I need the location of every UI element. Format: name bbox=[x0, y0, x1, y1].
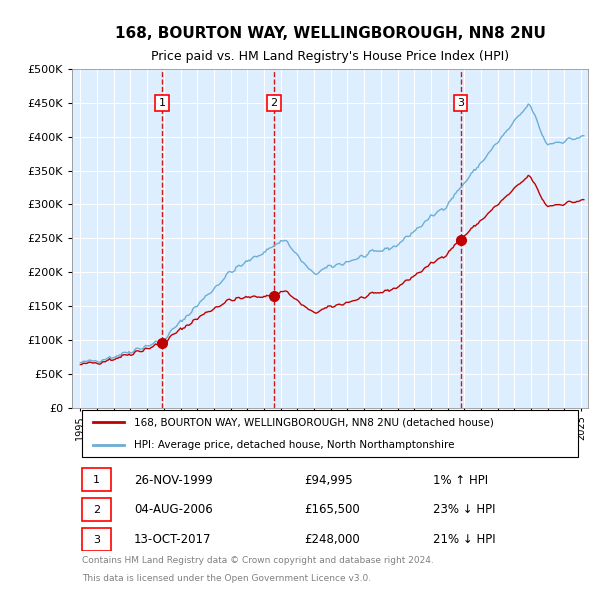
FancyBboxPatch shape bbox=[82, 410, 578, 457]
Text: £165,500: £165,500 bbox=[304, 503, 360, 516]
Text: 3: 3 bbox=[93, 535, 100, 545]
Text: 1: 1 bbox=[93, 475, 100, 485]
Text: 168, BOURTON WAY, WELLINGBOROUGH, NN8 2NU (detached house): 168, BOURTON WAY, WELLINGBOROUGH, NN8 2N… bbox=[134, 417, 494, 427]
Text: Contains HM Land Registry data © Crown copyright and database right 2024.: Contains HM Land Registry data © Crown c… bbox=[82, 556, 434, 565]
Text: 04-AUG-2006: 04-AUG-2006 bbox=[134, 503, 212, 516]
Text: 3: 3 bbox=[457, 98, 464, 108]
Text: 2: 2 bbox=[270, 98, 277, 108]
Text: 1% ↑ HPI: 1% ↑ HPI bbox=[433, 474, 488, 487]
FancyBboxPatch shape bbox=[82, 528, 110, 550]
FancyBboxPatch shape bbox=[82, 468, 110, 491]
Text: £94,995: £94,995 bbox=[304, 474, 353, 487]
Text: 1: 1 bbox=[158, 98, 166, 108]
Text: Price paid vs. HM Land Registry's House Price Index (HPI): Price paid vs. HM Land Registry's House … bbox=[151, 50, 509, 63]
Text: HPI: Average price, detached house, North Northamptonshire: HPI: Average price, detached house, Nort… bbox=[134, 440, 454, 450]
Text: This data is licensed under the Open Government Licence v3.0.: This data is licensed under the Open Gov… bbox=[82, 574, 371, 583]
Text: 168, BOURTON WAY, WELLINGBOROUGH, NN8 2NU: 168, BOURTON WAY, WELLINGBOROUGH, NN8 2N… bbox=[115, 26, 545, 41]
Text: 23% ↓ HPI: 23% ↓ HPI bbox=[433, 503, 496, 516]
Text: £248,000: £248,000 bbox=[304, 533, 360, 546]
Text: 26-NOV-1999: 26-NOV-1999 bbox=[134, 474, 212, 487]
Text: 13-OCT-2017: 13-OCT-2017 bbox=[134, 533, 211, 546]
FancyBboxPatch shape bbox=[82, 498, 110, 521]
Text: 21% ↓ HPI: 21% ↓ HPI bbox=[433, 533, 496, 546]
Text: 2: 2 bbox=[92, 505, 100, 515]
